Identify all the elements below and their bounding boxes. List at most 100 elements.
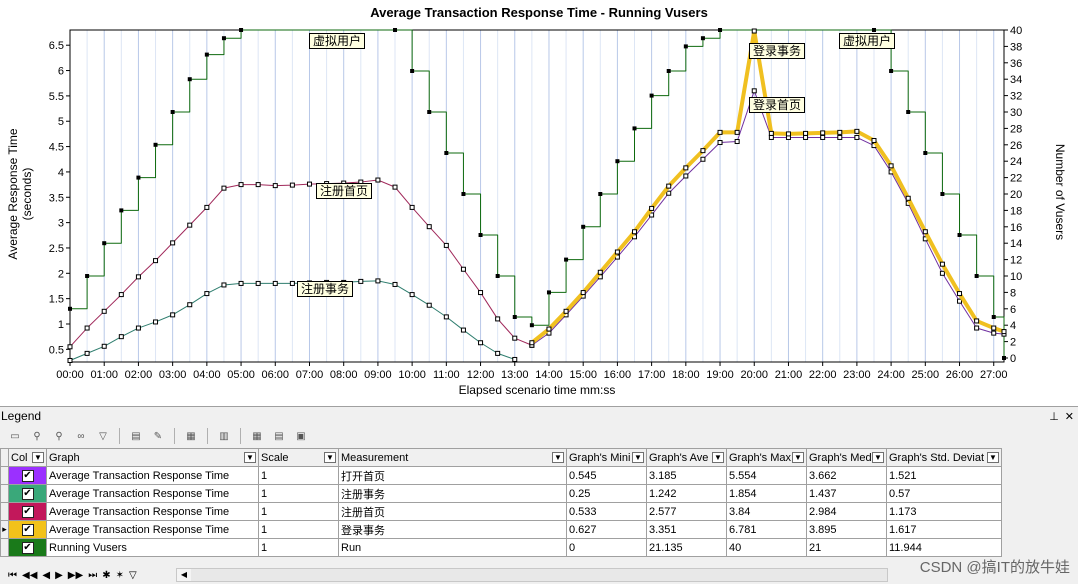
close-icon[interactable]: ✕	[1064, 410, 1074, 423]
series-point	[598, 192, 603, 196]
filter-graph-icon[interactable]: ⚲	[33, 430, 41, 442]
series-point	[67, 344, 73, 350]
series-point	[426, 302, 432, 308]
series-point	[170, 240, 176, 246]
row-selector[interactable]	[0, 538, 9, 557]
record-navigator: ⏮ ◀◀ ◀ ▶ ▶▶ ⏭ ✱ ✶ ▽	[0, 570, 176, 581]
cell-max: 1.854	[726, 484, 807, 503]
series-point	[238, 182, 244, 188]
table-icon[interactable]: ▦	[186, 430, 196, 442]
row-selector[interactable]	[0, 466, 9, 485]
series-point	[67, 357, 73, 363]
list-icon[interactable]: ▣	[296, 430, 306, 442]
series-point	[871, 137, 877, 143]
series-point	[512, 335, 518, 341]
series-point	[529, 340, 535, 346]
visibility-checkbox[interactable]: ✔	[21, 487, 34, 500]
series-point	[478, 340, 484, 346]
table-row[interactable]: ✔ Average Transaction Response Time 1 打开…	[0, 466, 1002, 485]
series-point	[597, 269, 603, 275]
series-point	[68, 306, 72, 311]
funnel-icon[interactable]: ▽	[99, 430, 107, 442]
prev-record-icon[interactable]: ◀	[42, 569, 51, 581]
cell-std: 1.617	[886, 520, 1002, 539]
visibility-checkbox[interactable]: ✔	[21, 469, 34, 482]
series-point	[820, 130, 826, 136]
color-cell[interactable]: ✔	[8, 484, 47, 503]
color-cell[interactable]: ✔	[8, 502, 47, 521]
row-selector[interactable]	[0, 502, 9, 521]
table-row[interactable]: ✔ Running Vusers 1 Run 0 21.135 40 21 11…	[0, 538, 1002, 557]
x-tick-label: 13:00	[501, 369, 529, 381]
header-max[interactable]: Graph's Max ▼	[726, 448, 807, 467]
y-right-tick-label: 40	[1010, 25, 1022, 37]
series-point	[512, 356, 518, 362]
header-graph[interactable]: Graph ▼	[46, 448, 259, 467]
series-point	[718, 28, 723, 32]
columns-icon[interactable]: ▥	[219, 430, 229, 442]
callout-register-txn: 注册事务	[297, 281, 354, 297]
series-point	[649, 212, 655, 218]
header-avg[interactable]: Graph's Ave ▼	[646, 448, 727, 467]
row-selector-arrow[interactable]: ▸	[0, 520, 9, 539]
header-std[interactable]: Graph's Std. Deviat ▼	[886, 448, 1002, 467]
pin-icon[interactable]: ⊥	[1049, 410, 1059, 423]
legend-footer: ⏮ ◀◀ ◀ ▶ ▶▶ ⏭ ✱ ✶ ▽ ◀	[0, 566, 1078, 584]
y-left-tick-label: 1	[58, 319, 64, 331]
legend-header-row: Col ▼ Graph ▼ Scale ▼ Measurement ▼ Graph's …	[0, 448, 1002, 467]
series-point	[581, 224, 586, 229]
x-tick-label: 08:00	[330, 369, 358, 381]
scroll-left-icon[interactable]: ◀	[177, 569, 191, 581]
series-point	[136, 175, 141, 180]
color-cell[interactable]: ✔	[8, 520, 47, 539]
link-icon[interactable]: ∞	[77, 430, 85, 442]
table-row-selected[interactable]: ▸ ✔ Average Transaction Response Time 1 …	[0, 520, 1002, 539]
series-point	[700, 156, 706, 162]
header-min[interactable]: Graph's Mini ▼	[566, 448, 647, 467]
header-col[interactable]: Col ▼	[8, 448, 47, 467]
show-icon[interactable]: ▭	[10, 430, 20, 442]
delete-record-icon[interactable]: ✶	[115, 569, 124, 581]
series-point	[102, 241, 107, 246]
folder-icon[interactable]: ▤	[131, 430, 141, 442]
grid-icon[interactable]: ▤	[274, 430, 284, 442]
first-record-icon[interactable]: ⏮	[8, 569, 17, 581]
color-cell[interactable]: ✔	[8, 466, 47, 485]
next-page-icon[interactable]: ▶▶	[67, 569, 84, 581]
new-record-icon[interactable]: ✱	[102, 569, 111, 581]
visibility-checkbox[interactable]: ✔	[21, 523, 34, 536]
series-point	[837, 129, 843, 135]
chevron-down-icon: ▼	[872, 452, 884, 463]
visibility-checkbox[interactable]: ✔	[21, 505, 34, 518]
next-record-icon[interactable]: ▶	[55, 569, 63, 581]
series-point	[564, 257, 569, 262]
visibility-checkbox[interactable]: ✔	[21, 541, 34, 554]
x-tick-label: 26:00	[946, 369, 974, 381]
filter-icon[interactable]: ▽	[128, 569, 137, 581]
y-left-tick-label: 2.5	[49, 243, 64, 255]
last-record-icon[interactable]: ⏭	[88, 569, 98, 581]
series-point	[393, 28, 398, 32]
table-row[interactable]: ✔ Average Transaction Response Time 1 注册…	[0, 502, 1002, 521]
cell-graph: Average Transaction Response Time	[46, 502, 259, 521]
chart-canvas[interactable]: 00:00 01:00 02:00 03:00 04:00 05:00 06:00 07:00…	[0, 0, 1078, 406]
series-point	[905, 195, 911, 201]
filter-measure-icon[interactable]: ⚲	[55, 430, 63, 442]
table-row[interactable]: ✔ Average Transaction Response Time 1 注册…	[0, 484, 1002, 503]
prev-page-icon[interactable]: ◀◀	[22, 569, 38, 581]
header-measurement[interactable]: Measurement ▼	[338, 448, 567, 467]
series-point	[306, 181, 312, 187]
chevron-down-icon: ▼	[712, 452, 724, 463]
chevron-down-icon: ▼	[32, 452, 44, 463]
edit-icon[interactable]: ✎	[153, 430, 163, 442]
header-scale[interactable]: Scale ▼	[258, 448, 339, 467]
cell-scale: 1	[258, 466, 339, 485]
chevron-down-icon: ▼	[632, 452, 644, 463]
x-tick-label: 22:00	[809, 369, 837, 381]
config-icon[interactable]: ▦	[252, 430, 262, 442]
row-selector[interactable]	[0, 484, 9, 503]
horizontal-scrollbar[interactable]: ◀	[176, 568, 888, 582]
header-med[interactable]: Graph's Med ▼	[806, 448, 887, 467]
color-cell[interactable]: ✔	[8, 538, 47, 557]
y-right-tick-label: 34	[1010, 74, 1022, 86]
